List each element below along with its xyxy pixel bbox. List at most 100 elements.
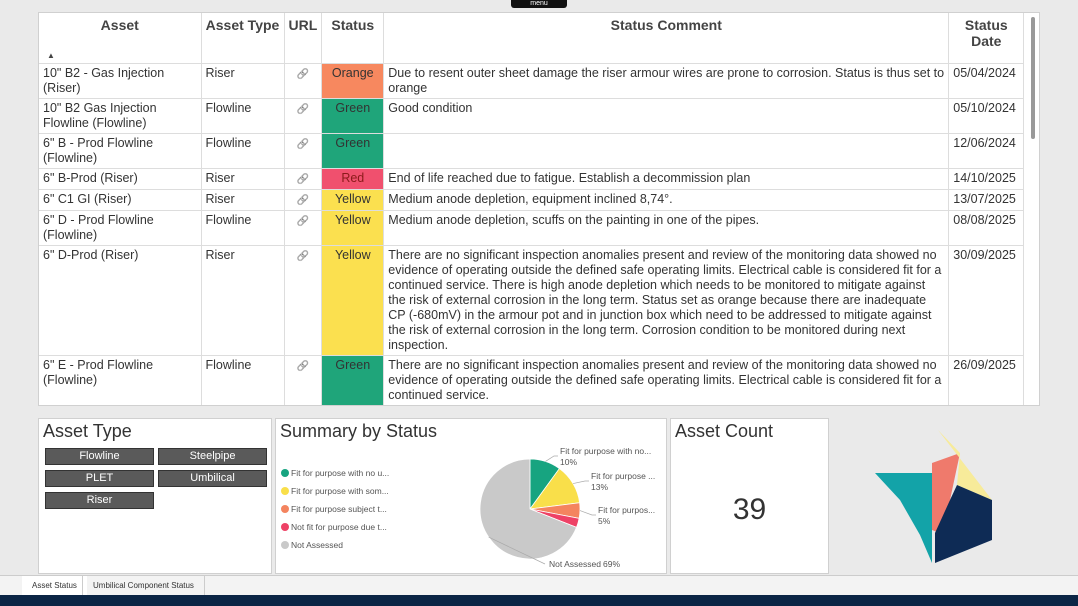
legend-label: Not Assessed <box>291 540 343 550</box>
legend-marker <box>281 505 289 513</box>
table-panel: Asset ▲ Asset Type URL Status Status Comment S… <box>38 12 1040 406</box>
comment-cell: Medium anode depletion, equipment inclin… <box>383 189 950 211</box>
status-cell: Yellow <box>321 210 385 246</box>
link-icon[interactable]: 🔗 <box>296 216 310 227</box>
link-icon[interactable]: 🔗 <box>296 139 310 150</box>
comment-cell: There are no significant inspection anom… <box>383 245 950 356</box>
type-cell: Riser <box>201 168 285 190</box>
status-cell: Orange <box>322 406 384 407</box>
status-cell: Green <box>321 133 385 169</box>
slicer-button[interactable]: Riser <box>45 491 154 509</box>
comment-cell: There are no significant inspection anom… <box>383 355 950 405</box>
count-value: 39 <box>732 493 767 526</box>
asset-cell: 6" B-Prod (Riser) <box>39 168 202 190</box>
type-cell: Riser <box>201 245 285 356</box>
url-cell: 🔗 <box>284 355 323 405</box>
slicer-button[interactable]: Steelpipe <box>158 448 267 465</box>
column-header: Status <box>321 13 385 64</box>
status-cell: Green <box>321 98 385 134</box>
slice-label: Fit for purpose with no... <box>560 446 651 456</box>
date-cell: 30/09/2025 <box>948 245 1025 356</box>
column-header: URL <box>284 13 323 64</box>
asset-cell: 6" D - Prod Flowline (Flowline) <box>39 210 202 246</box>
asset-cell: 10" B2 - Gas Injection (Riser) <box>39 63 202 99</box>
date-cell: 26/09/2025 <box>948 355 1025 405</box>
legend-label: Not fit for purpose due t... <box>291 522 387 532</box>
type-cell: Riser <box>201 406 284 407</box>
comment-cell: Due to resent outer sheet damage the ris… <box>383 63 950 99</box>
url-cell: 🔗 <box>284 133 323 169</box>
asset-cell: 6" B - Prod Flowline (Flowline) <box>39 133 202 169</box>
legend-marker <box>281 469 289 477</box>
status-cell: Yellow <box>321 189 385 211</box>
table-row: 6" D-Prod (Riser) Riser 🔗 Yellow There are n… <box>39 245 1025 356</box>
sort-arrow: ▲ <box>47 51 55 60</box>
table-row: 6" B-Prod (Riser) Riser 🔗 Red End of life re… <box>39 168 1025 190</box>
scrollbar[interactable] <box>1031 17 1035 139</box>
table-row: 6" E-Prod (Riser)Riser🔗OrangeMonitored t… <box>39 406 1024 407</box>
url-cell: 🔗 <box>284 168 323 190</box>
slice-label: Fit for purpose ... <box>591 471 655 481</box>
link-icon[interactable]: 🔗 <box>296 174 310 185</box>
status-cell: Red <box>321 168 385 190</box>
leader-line <box>572 480 589 484</box>
menu-button[interactable]: menu <box>511 0 567 8</box>
summary-title: Summary by Status <box>280 421 438 441</box>
status-cell: Yellow <box>321 245 385 356</box>
asset-cell: 6" D-Prod (Riser) <box>39 245 202 356</box>
table-row: 10" B2 Gas Injection Flowline (Flowline)… <box>39 98 1025 134</box>
table-row: 6" B - Prod Flowline (Flowline) Flowline 🔗… <box>39 133 1025 169</box>
legend-label: Fit for purpose subject t... <box>291 504 387 514</box>
link-icon[interactable]: 🔗 <box>296 195 310 206</box>
link-icon[interactable]: 🔗 <box>296 104 310 115</box>
slice-label: Not Assessed <box>549 559 601 569</box>
type-cell: Riser <box>201 63 285 99</box>
slicer-panel: Asset Type Flowline Steelpipe PLET Umbilica… <box>38 418 272 574</box>
slicer-button[interactable]: Umbilical <box>158 469 267 487</box>
table-row: 6" D - Prod Flowline (Flowline) Flowline 🔗… <box>39 210 1025 246</box>
legend-marker <box>281 541 289 549</box>
type-cell: Flowline <box>201 210 285 246</box>
page-tab[interactable]: Asset Status <box>22 576 87 597</box>
table-row: 6" E - Prod Flowline (Flowline) Flowline 🔗… <box>39 355 1025 405</box>
slice-value-label: 13% <box>591 482 608 492</box>
link-icon[interactable]: 🔗 <box>296 361 310 372</box>
leader-line <box>488 536 546 565</box>
count-panel: Asset Count 39 <box>670 418 829 574</box>
comment-cell <box>383 133 950 169</box>
date-cell: 05/04/2024 <box>948 63 1025 99</box>
date-cell: 12/06/2024 <box>948 133 1025 169</box>
url-cell: 🔗 <box>284 210 323 246</box>
logo <box>875 430 992 563</box>
status-bar <box>0 595 1078 606</box>
status-table: Asset ▲ Asset Type URL Status Status Comment S… <box>39 13 1025 407</box>
asset-cell: 6" C1 GI (Riser) <box>39 189 202 211</box>
comment-cell: Medium anode depletion, scuffs on the pa… <box>383 210 950 246</box>
url-cell: 🔗 <box>284 98 323 134</box>
page-tab[interactable]: Umbilical Component Status <box>82 576 205 595</box>
date-cell: 08/08/2025 <box>948 210 1025 246</box>
date-cell: 05/10/2024 <box>948 98 1025 134</box>
link-icon[interactable]: 🔗 <box>296 251 310 262</box>
count-title: Asset Count <box>675 421 774 441</box>
url-cell: 🔗 <box>284 245 323 356</box>
url-cell: 🔗 <box>284 189 323 211</box>
table-row: 6" C1 GI (Riser) Riser 🔗 Yellow Medium anode… <box>39 189 1025 211</box>
slicer-button[interactable]: PLET <box>45 469 154 487</box>
comment-cell: End of life reached due to fatigue. Esta… <box>383 168 950 190</box>
legend-label: Fit for purpose with som... <box>291 486 389 496</box>
status-cell: Orange <box>321 63 385 99</box>
asset-cell: 6" E-Prod (Riser) <box>39 406 201 407</box>
summary-panel: Summary by Status Fit for purpose with n… <box>275 418 667 574</box>
date-cell: 04/08/2025 <box>949 406 1024 407</box>
legend-marker <box>281 523 289 531</box>
slicer-button[interactable]: Flowline <box>45 448 154 465</box>
leader-line <box>579 510 596 516</box>
slicer-title: Asset Type <box>43 421 132 441</box>
link-icon[interactable]: 🔗 <box>296 69 310 80</box>
column-header: Asset Type <box>201 13 285 64</box>
slice-label: Fit for purpos... <box>598 505 655 515</box>
column-header: Status Date <box>948 13 1025 64</box>
leader-line <box>545 455 558 462</box>
